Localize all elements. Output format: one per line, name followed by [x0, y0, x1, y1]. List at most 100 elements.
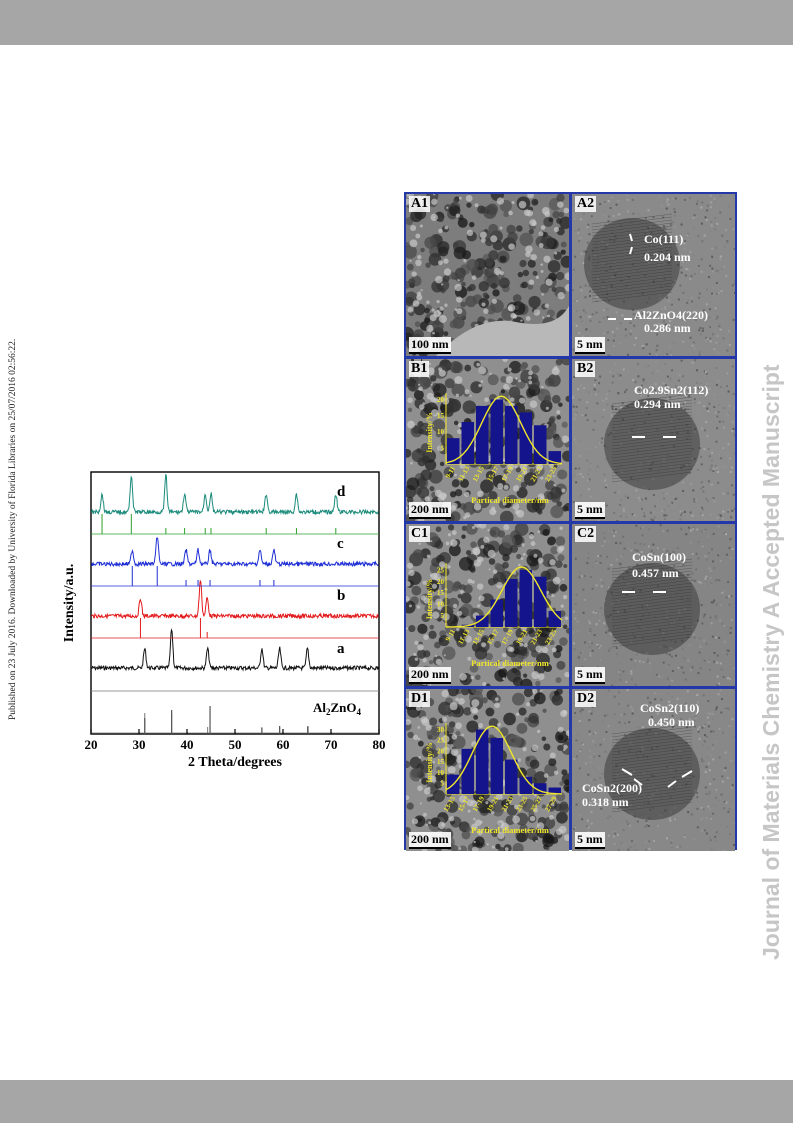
histogram-bar: [505, 759, 518, 794]
xrd-tick-label: 20: [85, 737, 98, 752]
histogram-category-label: 19-21: [514, 628, 529, 647]
xrd-trace-d: [91, 474, 379, 516]
panel-c1-scale: 200 nm: [409, 667, 451, 684]
histogram-y-label: Intensity/%: [425, 579, 434, 619]
xrd-tick-label: 70: [325, 737, 338, 752]
histogram-bar: [447, 438, 460, 464]
histogram-category-label: 11-13: [457, 628, 472, 646]
histogram-category-label: 23-25: [543, 628, 558, 647]
histogram-fit-curve: [445, 725, 562, 795]
xrd-trace-a: [91, 628, 379, 672]
histogram-y-tick: 20: [437, 396, 445, 404]
histogram-bar: [461, 422, 474, 464]
histogram-y-tick: 30: [437, 726, 445, 734]
panel-d1-histogram: 13-15 15-17 17-19 19-21 21-23 23-25 25-27 27-29…: [425, 723, 562, 834]
annotation-cosn100-spacing: 0.457 nm: [632, 566, 679, 580]
histogram-category-label: 21-23: [529, 628, 544, 647]
histogram-category-label: 13-15: [471, 628, 486, 647]
xrd-tick-label: 30: [133, 737, 146, 752]
histogram-bar: [519, 569, 532, 627]
panel-d2-label: D2: [575, 691, 597, 707]
histogram-category-label: 9-11: [444, 628, 457, 643]
histogram-fit-curve: [445, 395, 563, 465]
histogram-x-label: Partical diameter/nm: [471, 825, 549, 834]
histogram-bar: [548, 451, 561, 464]
panel-d1: 13-15 15-17 17-19 19-21 21-23 23-25 25-27 27-29…: [406, 689, 569, 851]
histogram-category-label: 17-19: [471, 795, 486, 814]
histogram-category-label: 15-17: [456, 795, 471, 814]
histogram-y-tick: 15: [437, 589, 445, 597]
annotation-cosn2-110-spacing: 0.450 nm: [648, 715, 695, 729]
xrd-x-axis-label: 2 Theta/degrees: [188, 755, 283, 770]
panel-b1-scale: 200 nm: [409, 502, 451, 519]
histogram-bar: [548, 787, 561, 794]
xrd-tick-label: 80: [373, 737, 386, 752]
histogram-bar: [490, 399, 503, 464]
panel-b1-label: B1: [409, 361, 430, 377]
histogram-bar: [476, 405, 489, 464]
panel-d2-image: [572, 689, 735, 851]
histogram-bar: [505, 405, 518, 464]
panel-d1-label: D1: [409, 691, 431, 707]
panel-b2-scale: 5 nm: [575, 502, 605, 519]
panel-b2: B2 Co2.9Sn2(112) 0.294 nm 5 nm: [572, 359, 735, 521]
histogram-category-label: 21-23: [529, 465, 544, 484]
histogram-bar: [534, 425, 547, 464]
histogram-bar: [490, 599, 503, 627]
histogram-fit-curve: [446, 566, 563, 628]
download-watermark-text: Published on 23 July 2016. Downloaded by…: [8, 338, 18, 720]
panel-c2: C2 CoSn(100) 0.457 nm 5 nm: [572, 524, 735, 686]
histogram-bar: [461, 748, 474, 794]
histogram-bar: [548, 611, 561, 627]
panel-c1-histogram: 9-11 11-13 13-15 15-17 17-19 19-21 21-23 23-25 5…: [425, 563, 563, 667]
xrd-curve-label-d: d: [337, 484, 346, 500]
histogram-bar: [490, 738, 503, 794]
panel-b2-image: [572, 359, 735, 521]
annotation-co111: Co(111): [644, 232, 684, 246]
journal-watermark: Journal of Materials Chemistry A Accepte…: [758, 160, 793, 960]
histogram-y-tick: 15: [437, 758, 445, 766]
histogram-y-tick: 25: [437, 737, 445, 745]
panel-c1-label: C1: [409, 526, 431, 542]
histogram-y-tick: 5: [441, 444, 445, 452]
histogram-y-tick: 5: [441, 780, 445, 788]
histogram-category-label: 15-17: [485, 628, 500, 647]
histogram-category-label: 19-21: [514, 465, 529, 484]
histogram-bar: [534, 783, 547, 794]
xrd-tick-label: 50: [229, 737, 242, 752]
histogram-category-label: 25-27: [529, 795, 544, 814]
download-watermark: Published on 23 July 2016. Downloaded by…: [8, 290, 18, 720]
xrd-curve-label-b: b: [337, 588, 345, 604]
xrd-traces: [91, 474, 379, 672]
annotation-al2zno4: Al2ZnO4(220): [634, 308, 709, 322]
histogram-category-label: 19-21: [485, 795, 500, 814]
histogram-category-label: 23-25: [543, 465, 558, 484]
panel-b1-histogram: 9-11 11-13 13-15 15-17 17-19 19-21 21-23 23-25 5…: [425, 393, 563, 504]
annotation-cosn2-200: CoSn2(200): [582, 781, 643, 795]
histogram-category-label: 17-19: [500, 628, 515, 647]
histogram-category-label: 21-23: [500, 795, 515, 814]
panel-d2-scale: 5 nm: [575, 832, 605, 849]
panel-d1-image: [406, 689, 569, 851]
panel-a2: A2 Co(111) 0.204 nm Al2ZnO4(220) 0.286 n…: [572, 194, 735, 356]
annotation-cosn2-200-spacing: 0.318 nm: [582, 795, 629, 809]
annotation-co111-spacing: 0.204 nm: [644, 250, 691, 264]
panel-a2-scale: 5 nm: [575, 337, 605, 354]
panel-b2-label: B2: [575, 361, 596, 377]
histogram-bar: [476, 729, 489, 794]
xrd-curve-label-c: c: [337, 536, 344, 552]
annotation-co29sn2-spacing: 0.294 nm: [634, 397, 681, 411]
xrd-y-axis-label: Intensity/a.u.: [62, 564, 77, 643]
xrd-trace-b: [91, 580, 379, 620]
histogram-bar: [505, 579, 518, 627]
xrd-tick-label: 60: [277, 737, 290, 752]
annotation-cosn2-110: CoSn2(110): [640, 701, 700, 715]
histogram-category-label: 13-15: [471, 465, 486, 484]
histogram-y-tick: 10: [437, 428, 445, 436]
histogram-bar: [519, 412, 532, 464]
histogram-bar: [519, 776, 532, 794]
panel-b1: 9-11 11-13 13-15 15-17 17-19 19-21 21-23 23-25 5…: [406, 359, 569, 521]
histogram-y-label: Intensity/%: [425, 742, 434, 782]
panel-a2-label: A2: [575, 196, 597, 212]
annotation-cosn100: CoSn(100): [632, 550, 687, 564]
